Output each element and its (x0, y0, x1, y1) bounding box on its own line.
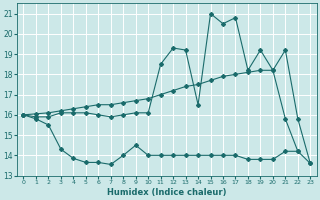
X-axis label: Humidex (Indice chaleur): Humidex (Indice chaleur) (107, 188, 227, 197)
